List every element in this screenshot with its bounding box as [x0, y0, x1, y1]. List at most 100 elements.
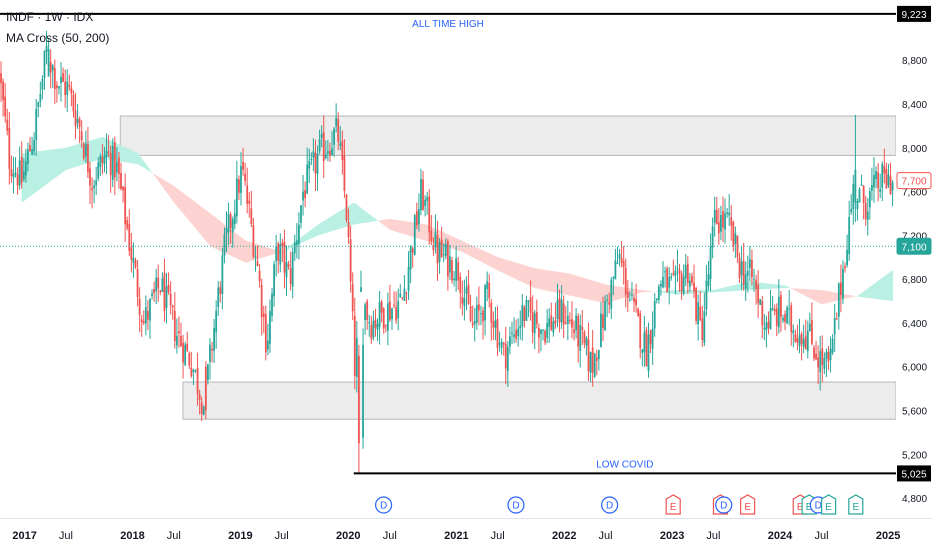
candle-body [244, 173, 247, 181]
earnings-badge[interactable]: E [848, 494, 864, 515]
candle [49, 49, 52, 89]
ma-band-segment [129, 149, 132, 164]
dividend-badge[interactable]: D [507, 496, 525, 514]
candle [188, 351, 191, 369]
ma-band-segment [813, 289, 817, 302]
time-axis[interactable]: 2017 Jul 2018 Jul 2019 Jul 2020 Jul 2021 Jul 2022 J… [0, 518, 932, 543]
ma-band-segment [158, 176, 161, 184]
candle [651, 311, 654, 365]
candle-body [29, 145, 31, 152]
candle [496, 306, 499, 356]
ma-band-segment [460, 240, 463, 253]
symbol-legend[interactable]: INDF · 1W · IDX [6, 10, 94, 24]
candle-body [612, 277, 615, 279]
candle [724, 198, 726, 244]
ma-band-segment [853, 295, 856, 297]
earnings-icon [821, 494, 837, 515]
candle [275, 234, 278, 277]
candle-body [496, 318, 499, 348]
price-axis[interactable]: 4,800 5,200 5,600 6,000 6,400 6,800 7,200 7,600… [896, 5, 932, 505]
ma-band-segment [613, 285, 616, 301]
ma-band-segment [168, 182, 172, 199]
candle [854, 114, 857, 223]
plot-area[interactable]: ALL TIME HIGH LOW COVID [0, 12, 896, 475]
candle [889, 162, 892, 195]
candle-body [41, 78, 44, 90]
candle-body [779, 295, 782, 317]
price-tick-label: 5,200 [902, 450, 927, 461]
dividend-icon [715, 496, 733, 514]
ma-band-segment [321, 220, 325, 235]
candle [360, 270, 362, 293]
candle [401, 296, 404, 301]
candle [647, 322, 650, 378]
candle-body [715, 209, 718, 225]
candle-body [74, 110, 77, 127]
dividend-badge[interactable]: D [374, 496, 393, 514]
candle [761, 295, 764, 339]
ma-band-segment [642, 290, 645, 293]
ma-band-segment [797, 288, 800, 293]
candle [405, 291, 408, 304]
ma-band-segment [311, 227, 314, 239]
dividend-badge[interactable]: D [601, 496, 619, 514]
candle-body [891, 182, 894, 191]
candle-body [122, 186, 124, 191]
events[interactable]: DDDEEDEEEDEE [374, 494, 864, 515]
candle [262, 305, 265, 334]
candle-body [595, 357, 598, 361]
candle-body [260, 284, 263, 318]
candle [686, 256, 689, 294]
ma-band-segment [631, 288, 635, 296]
candle-body [380, 301, 383, 313]
earnings-badge[interactable]: E [740, 494, 756, 515]
candle-body [835, 318, 838, 320]
ma-band-segment [350, 203, 354, 226]
candle [680, 270, 683, 300]
candle-body [231, 219, 234, 233]
candle [713, 196, 716, 237]
candle-body [362, 344, 364, 438]
candle-body [473, 320, 476, 325]
candle-body [860, 184, 863, 186]
candle [463, 279, 466, 321]
resistance-zone[interactable] [119, 115, 896, 156]
candle-body [72, 94, 75, 112]
candle [525, 295, 528, 321]
candle-body [691, 276, 693, 283]
earnings-badge[interactable]: E [821, 494, 837, 515]
ma-band-segment [638, 289, 641, 294]
candle-body [525, 299, 528, 321]
ma-band-segment [379, 220, 383, 224]
candle [51, 63, 54, 88]
ma-band-segment [418, 223, 422, 240]
ma-band-segment [373, 217, 376, 222]
ma-band-segment [830, 291, 834, 303]
ma-band-segment [772, 284, 776, 289]
candle [794, 329, 797, 343]
candle [544, 329, 546, 346]
ma-band-segment [786, 286, 790, 289]
candle-body [682, 276, 685, 294]
ma-band-segment [193, 200, 196, 229]
indicator-legend[interactable]: MA Cross (50, 200) [6, 31, 110, 45]
candle-body [546, 322, 549, 338]
support-zone[interactable] [182, 381, 896, 420]
candle-body [831, 338, 834, 353]
candle [240, 152, 242, 206]
ma-band-segment [513, 262, 517, 280]
ma-band-segment [50, 149, 54, 182]
candle [248, 192, 251, 218]
candle-body [184, 344, 187, 365]
candle-body [540, 329, 542, 335]
candle [345, 193, 348, 223]
candle [337, 112, 340, 151]
candle-body [788, 308, 791, 310]
dividend-badge[interactable]: D [715, 496, 733, 514]
candle-body [384, 324, 387, 327]
earnings-badge[interactable]: E [665, 494, 681, 515]
ma-band-segment [863, 289, 867, 298]
candle [455, 245, 458, 292]
candle [219, 281, 222, 303]
